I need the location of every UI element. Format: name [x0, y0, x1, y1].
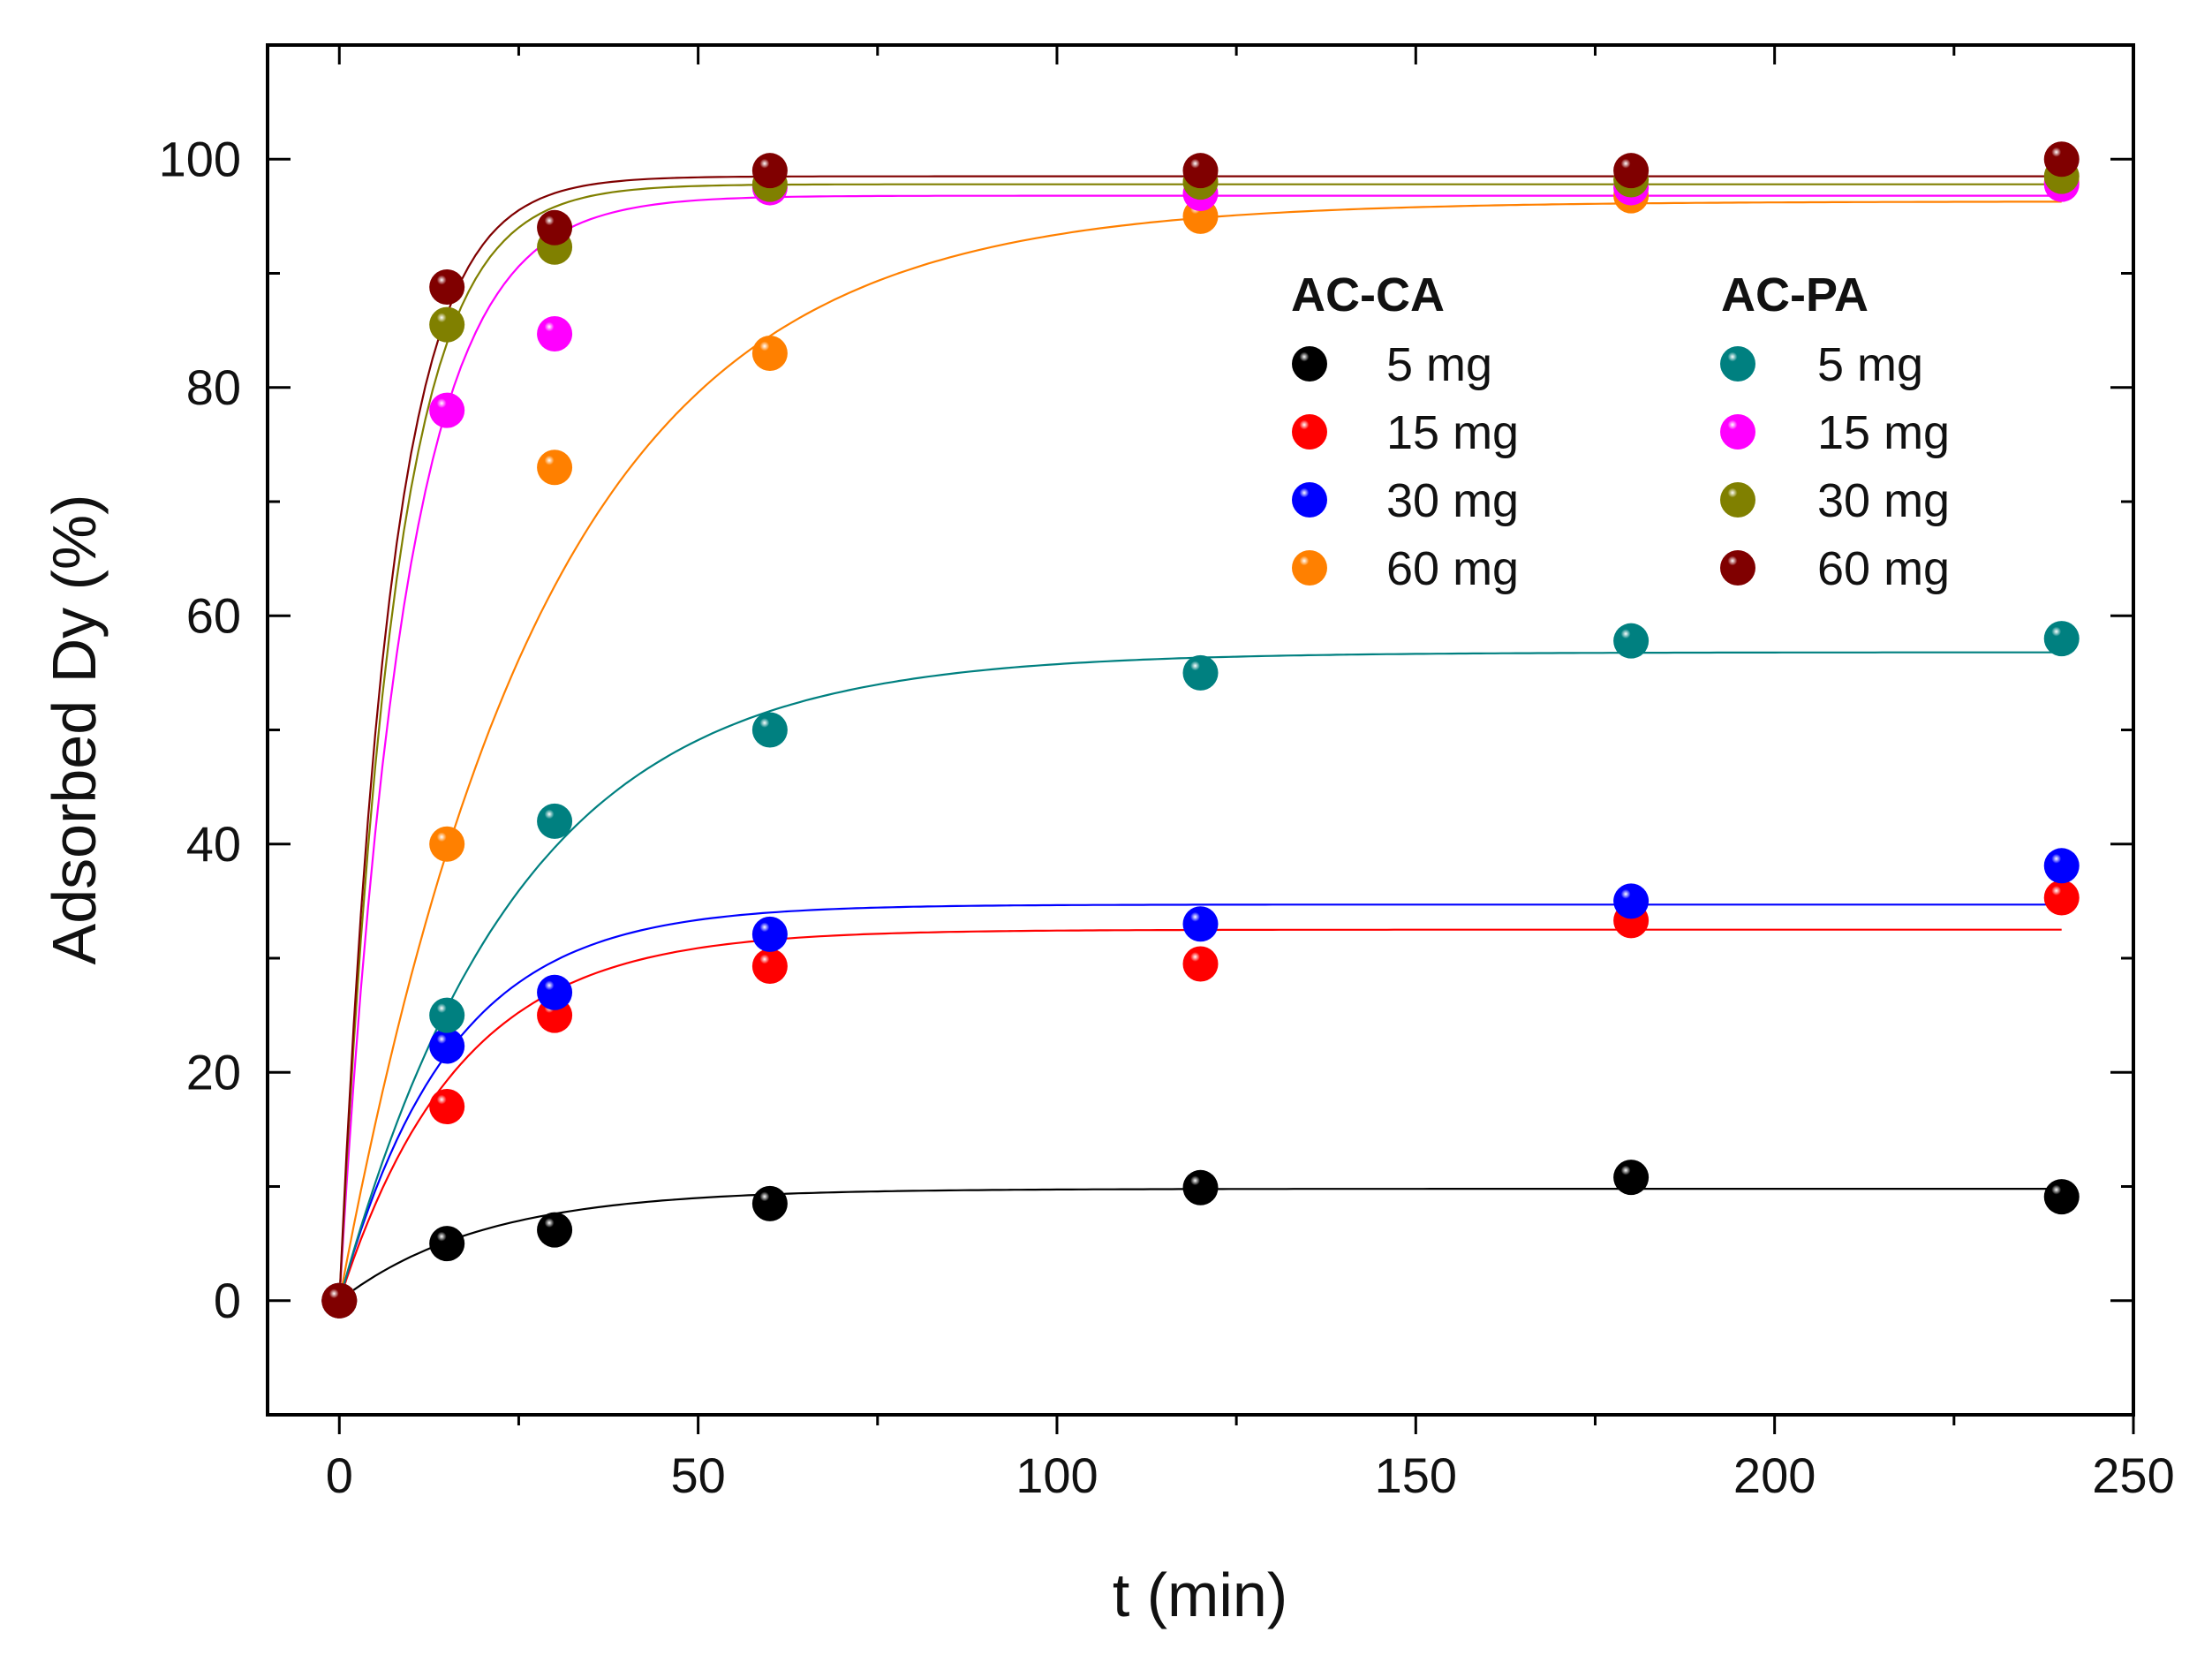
legend-label: 15 mg	[1817, 406, 1950, 459]
fit-curves	[338, 175, 2062, 1302]
data-point	[2043, 848, 2080, 884]
data-point	[751, 1185, 788, 1221]
legend-label: 5 mg	[1386, 338, 1492, 391]
data-point	[537, 450, 573, 486]
data-point	[537, 803, 573, 839]
legend-marker	[1292, 482, 1327, 518]
legend-marker	[1720, 414, 1755, 450]
data-point	[1182, 654, 1219, 691]
data-point	[537, 316, 573, 352]
data-point	[751, 153, 788, 189]
fit-curve-ac-ca-5mg	[338, 1188, 2062, 1302]
data-point	[751, 335, 788, 371]
x-tick-label: 200	[1733, 1447, 1816, 1503]
data-point	[751, 948, 788, 985]
legend-label: 30 mg	[1817, 474, 1950, 527]
x-tick-label: 100	[1015, 1447, 1098, 1503]
tick-labels: 0 50 100 150 200 250 0 20 40 60 80 100	[159, 131, 2175, 1503]
data-point	[1613, 623, 1650, 659]
fit-curve-ac-ca-30mg	[338, 903, 2062, 1302]
x-tick-label: 50	[670, 1447, 725, 1503]
data-point	[429, 1028, 465, 1064]
data-point	[429, 826, 465, 862]
y-axis-title: Adsorbed Dy (%)	[40, 495, 109, 965]
data-point	[429, 269, 465, 306]
data-point	[429, 1089, 465, 1125]
y-tick-label: 40	[186, 816, 241, 872]
y-tick-label: 0	[214, 1273, 241, 1328]
data-point	[429, 1226, 465, 1262]
data-point	[751, 712, 788, 748]
data-point	[1613, 153, 1650, 189]
x-tick-label: 0	[326, 1447, 353, 1503]
data-point	[2043, 1179, 2080, 1215]
data-point	[1613, 883, 1650, 919]
data-point	[2043, 621, 2080, 657]
x-tick-label: 150	[1375, 1447, 1457, 1503]
data-point	[429, 997, 465, 1033]
data-point	[1613, 1160, 1650, 1196]
legend-marker	[1292, 414, 1327, 450]
legend-marker	[1292, 346, 1327, 382]
y-tick-label: 100	[159, 131, 241, 186]
legend-marker	[1720, 482, 1755, 518]
data-point	[1182, 153, 1219, 189]
data-point	[537, 1212, 573, 1248]
legend-group-title: AC-PA	[1721, 268, 1868, 321]
fit-curve-ac-pa-60mg	[338, 175, 2062, 1301]
legend-label: 5 mg	[1817, 338, 1923, 391]
fit-curve-ac-pa-30mg	[338, 183, 2062, 1301]
legend: AC-CA 5 mg 15 mg 30 mg 60 mg AC-PA 5 mg 15 mg 30…	[1291, 268, 1950, 595]
data-point	[321, 1282, 358, 1319]
legend-marker	[1292, 550, 1327, 586]
y-tick-label: 20	[186, 1044, 241, 1100]
x-tick-label: 250	[2092, 1447, 2174, 1503]
data-point	[1182, 906, 1219, 942]
data-point	[1182, 946, 1219, 982]
legend-label: 15 mg	[1386, 406, 1519, 459]
data-point	[429, 392, 465, 428]
data-point	[751, 916, 788, 952]
data-point	[1182, 1169, 1219, 1205]
y-tick-label: 80	[186, 359, 241, 415]
data-point	[2043, 141, 2080, 178]
legend-marker	[1720, 550, 1755, 586]
fit-curve-ac-ca-60mg	[338, 200, 2062, 1302]
data-point	[537, 209, 573, 246]
legend-label: 30 mg	[1386, 474, 1519, 527]
data-point	[429, 306, 465, 343]
data-points	[321, 141, 2080, 1319]
data-point	[537, 974, 573, 1010]
fit-curve-ac-ca-15mg	[338, 928, 2062, 1302]
legend-label: 60 mg	[1817, 542, 1950, 595]
legend-label: 60 mg	[1386, 542, 1519, 595]
x-axis-title: t (min)	[1113, 1561, 1287, 1629]
data-point	[2043, 880, 2080, 916]
y-tick-label: 60	[186, 587, 241, 643]
legend-group-title: AC-CA	[1291, 268, 1445, 321]
fit-curve-ac-pa-15mg	[338, 194, 2062, 1301]
legend-marker	[1720, 346, 1755, 382]
axis-ticks	[268, 43, 2135, 1434]
